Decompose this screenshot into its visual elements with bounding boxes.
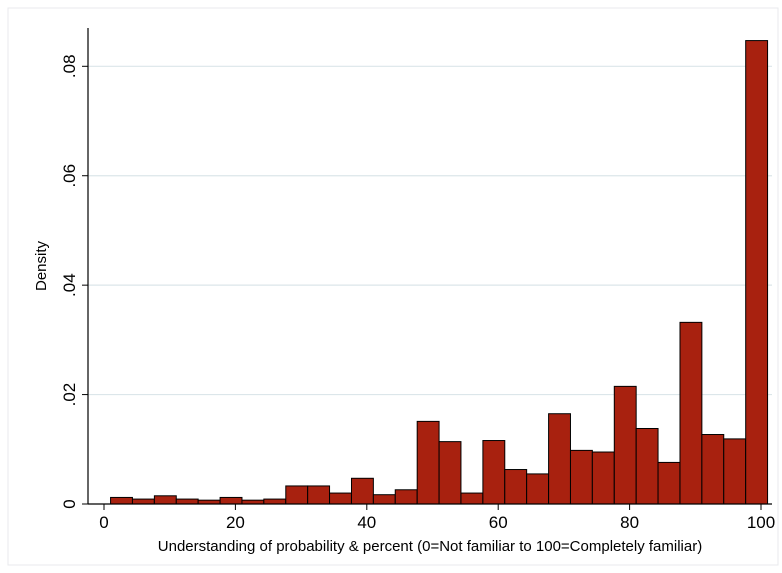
histogram-bar — [657, 461, 681, 505]
histogram-bar — [153, 495, 177, 505]
y-tick-label: .02 — [60, 383, 79, 407]
histogram-bar — [307, 485, 331, 505]
histogram-bar — [504, 469, 528, 505]
x-tick-label: 60 — [489, 513, 508, 532]
y-tick-label: .06 — [60, 164, 79, 188]
histogram-bar — [591, 451, 615, 505]
histogram-bar — [723, 438, 747, 505]
x-tick-label: 40 — [357, 513, 376, 532]
y-tick-label: 0 — [60, 499, 79, 508]
x-tick-label: 100 — [747, 513, 775, 532]
tick-labels: 0 20 40 60 80 100 0 .02 .04 .06 .08 — [60, 54, 775, 532]
histogram-bar — [350, 477, 374, 505]
histogram-bar — [548, 413, 571, 505]
histogram-bar — [482, 440, 506, 505]
histogram-bar — [263, 498, 287, 505]
y-tick-label: .04 — [60, 273, 79, 297]
histogram-bar — [285, 485, 309, 505]
histogram-bar — [460, 492, 484, 505]
histogram-bar — [635, 427, 659, 505]
histogram-bar — [110, 496, 133, 505]
x-tick-label: 80 — [620, 513, 639, 532]
y-axis-title: Density — [33, 240, 50, 291]
histogram-bar — [372, 494, 396, 505]
histogram-bar — [701, 434, 725, 505]
histogram-bar — [416, 420, 440, 505]
y-tick-label: .08 — [60, 54, 79, 78]
x-axis-title: Understanding of probability & percent (… — [158, 538, 702, 555]
histogram-bar — [613, 385, 637, 505]
histogram-bar — [175, 498, 199, 505]
histogram-bar — [131, 498, 155, 505]
histogram-bar — [329, 492, 352, 505]
histogram-bar — [219, 496, 243, 505]
x-tick-label: 20 — [226, 513, 245, 532]
x-tick-label: 0 — [99, 513, 108, 532]
gridlines — [88, 65, 772, 396]
histogram-bar — [745, 40, 769, 505]
histogram-bar — [569, 449, 593, 505]
histogram-bar — [679, 321, 703, 505]
histogram-bar — [526, 473, 550, 505]
histogram-bar — [394, 489, 418, 505]
axes — [87, 28, 772, 505]
histogram-bar — [438, 441, 462, 505]
